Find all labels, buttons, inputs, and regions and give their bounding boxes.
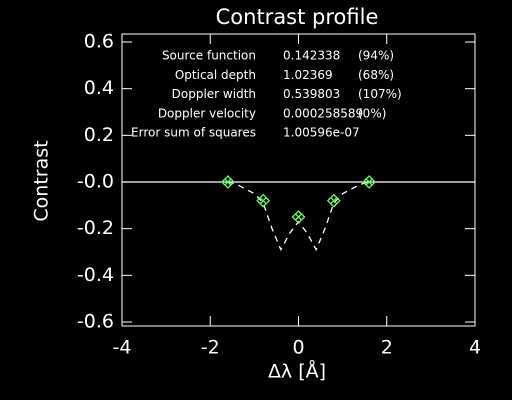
data-point — [291, 210, 306, 224]
annotation: Optical depth — [175, 68, 256, 82]
annotation: Doppler width — [172, 87, 256, 101]
y-tick-label: -0.0 — [77, 171, 114, 193]
annotation: 0.142338 — [283, 49, 340, 63]
annotation: Doppler velocity — [158, 106, 256, 120]
data-point — [256, 193, 271, 208]
x-tick-label: -4 — [113, 337, 132, 359]
chart-title: Contrast profile — [216, 5, 379, 29]
x-tick-label: 4 — [469, 337, 481, 359]
diamond — [291, 210, 306, 224]
annotation: (94%) — [358, 49, 394, 63]
x-tick-label: 0 — [292, 337, 304, 359]
annotation: 1.02369 — [283, 68, 333, 82]
x-axis-label: Δλ [Å] — [268, 360, 326, 383]
annotation: Error sum of squares — [131, 126, 256, 140]
diamond — [362, 175, 377, 189]
y-axis-label: Contrast — [31, 140, 53, 221]
diamond — [220, 175, 235, 189]
annotation: (68%) — [358, 68, 394, 82]
y-tick-label: -0.4 — [77, 264, 114, 286]
annotation: 0.539803 — [283, 87, 340, 101]
y-tick-label: 0.4 — [84, 77, 114, 99]
annotation: 0.000258589 — [283, 106, 363, 120]
y-tick-label: 0.2 — [84, 124, 114, 146]
data-point — [326, 193, 341, 208]
x-tick-label: -2 — [201, 337, 220, 359]
fit-line — [227, 181, 370, 252]
y-tick-label: -0.2 — [77, 217, 114, 239]
data-point — [220, 175, 235, 189]
annotation: (0%) — [358, 106, 386, 120]
annotation: 1.00596e-07 — [283, 126, 360, 140]
y-tick-label: -0.6 — [77, 311, 114, 333]
x-tick-label: 2 — [381, 337, 393, 359]
annotation: Source function — [162, 49, 256, 63]
annotation: (107%) — [358, 87, 402, 101]
diamond — [256, 193, 271, 208]
data-point — [362, 175, 377, 189]
diamond — [326, 193, 341, 208]
y-tick-label: 0.6 — [84, 31, 114, 53]
